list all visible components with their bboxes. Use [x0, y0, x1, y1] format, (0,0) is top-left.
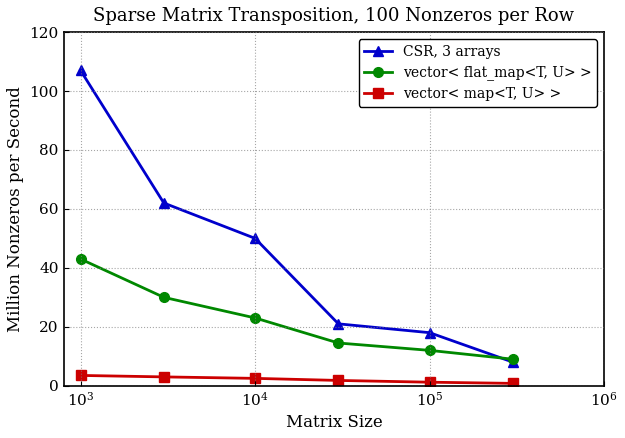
vector< flat_map<T, U> > — [160, 295, 168, 300]
Legend: CSR, 3 arrays, vector< flat_map<T, U> >, vector< map<T, U> >: CSR, 3 arrays, vector< flat_map<T, U> >,… — [359, 39, 598, 107]
vector< flat_map<T, U> > — [77, 256, 84, 261]
vector< map<T, U> > — [160, 374, 168, 379]
Line: vector< flat_map<T, U> >: vector< flat_map<T, U> > — [76, 254, 518, 364]
Y-axis label: Million Nonzeros per Second: Million Nonzeros per Second — [7, 86, 24, 332]
CSR, 3 arrays — [426, 330, 433, 336]
CSR, 3 arrays — [160, 200, 168, 205]
vector< flat_map<T, U> > — [509, 357, 517, 362]
vector< flat_map<T, U> > — [426, 348, 433, 353]
CSR, 3 arrays — [77, 68, 84, 73]
vector< flat_map<T, U> > — [251, 315, 259, 321]
vector< map<T, U> > — [77, 373, 84, 378]
Title: Sparse Matrix Transposition, 100 Nonzeros per Row: Sparse Matrix Transposition, 100 Nonzero… — [93, 7, 574, 25]
vector< map<T, U> > — [334, 378, 342, 383]
CSR, 3 arrays — [334, 321, 342, 326]
vector< map<T, U> > — [426, 380, 433, 385]
CSR, 3 arrays — [251, 236, 259, 241]
Line: CSR, 3 arrays: CSR, 3 arrays — [76, 66, 518, 367]
vector< flat_map<T, U> > — [334, 340, 342, 346]
Line: vector< map<T, U> >: vector< map<T, U> > — [76, 371, 518, 388]
vector< map<T, U> > — [509, 381, 517, 386]
vector< map<T, U> > — [251, 376, 259, 381]
X-axis label: Matrix Size: Matrix Size — [286, 414, 382, 431]
CSR, 3 arrays — [509, 360, 517, 365]
